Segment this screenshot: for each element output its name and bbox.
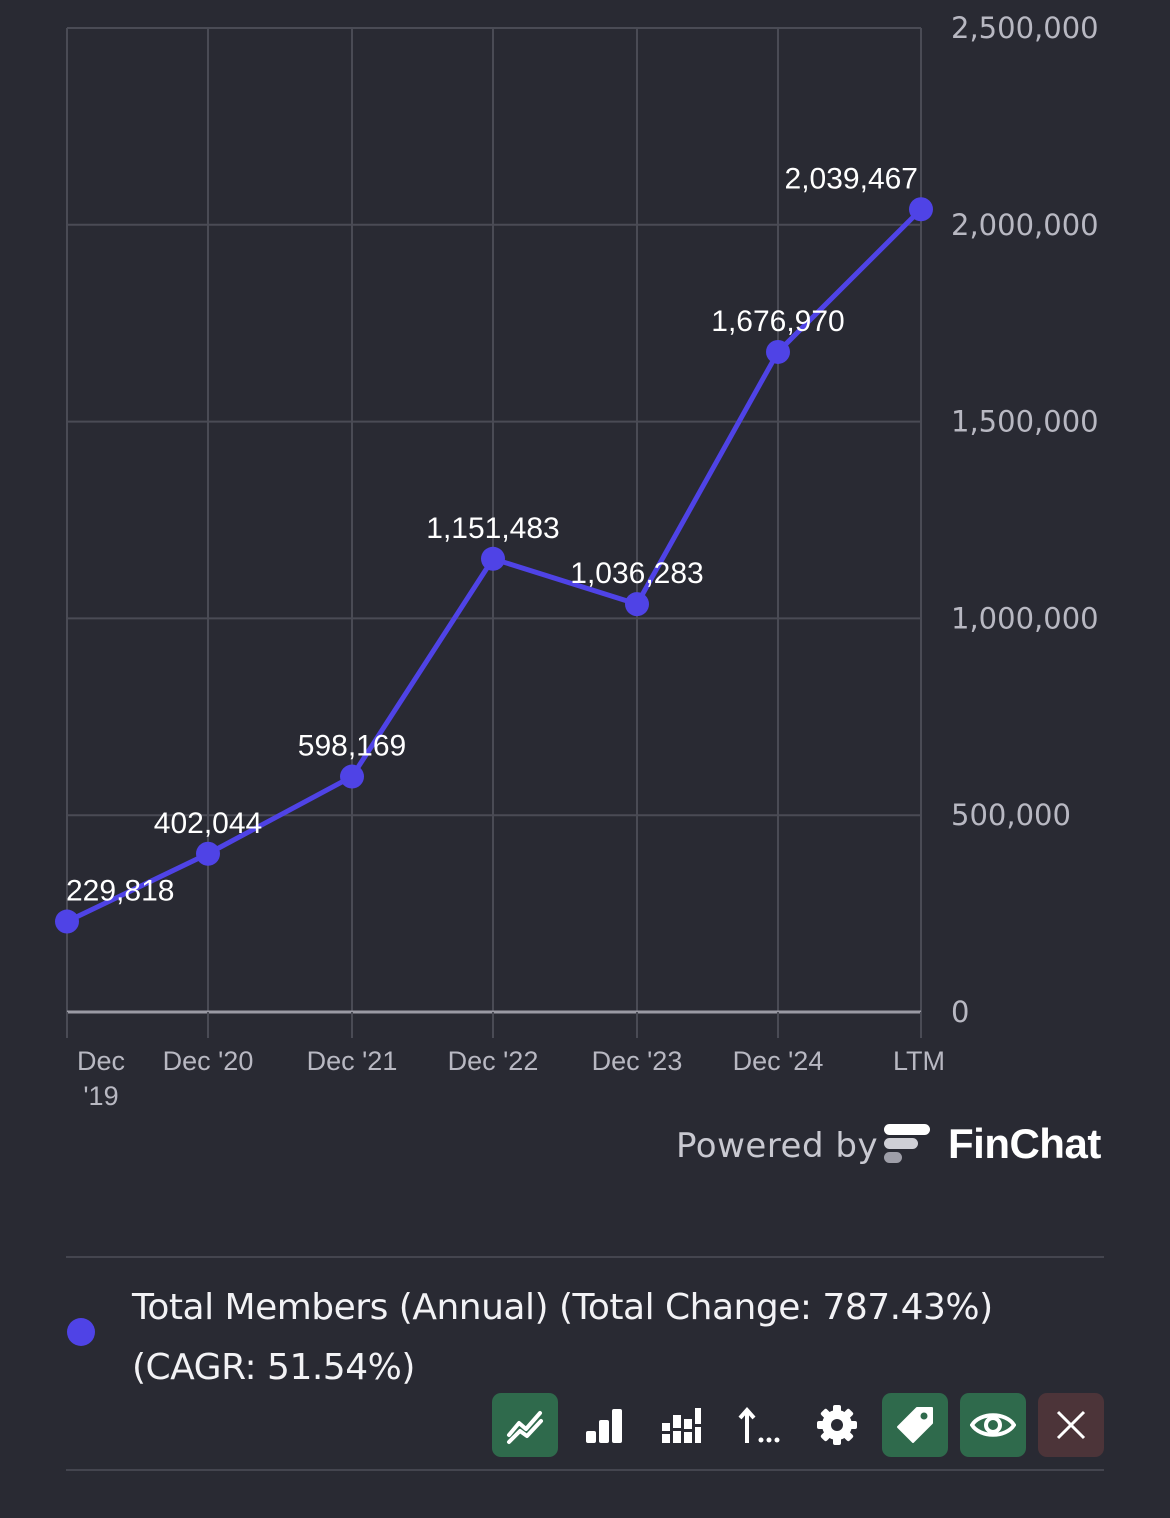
finchat-logo[interactable]: FinChat xyxy=(884,1120,1101,1168)
grouped-bar-chart-button[interactable] xyxy=(648,1393,714,1457)
powered-by-text: Powered by xyxy=(676,1126,879,1166)
line-chart-button[interactable] xyxy=(492,1393,558,1457)
finchat-brand-text: FinChat xyxy=(948,1120,1101,1167)
bar-chart-button[interactable] xyxy=(571,1393,637,1457)
eye-icon xyxy=(970,1413,1016,1437)
legend-series-dot xyxy=(67,1318,95,1346)
data-label: 402,044 xyxy=(154,807,262,840)
data-point xyxy=(909,197,933,222)
chart-grid xyxy=(66,27,922,1038)
finchat-logo-icon xyxy=(884,1124,930,1163)
data-label: 1,151,483 xyxy=(426,512,559,545)
y-tick-label: 0 xyxy=(951,995,969,1029)
data-point xyxy=(481,546,505,571)
data-label: 229,818 xyxy=(66,875,174,908)
y-tick-label: 2,000,000 xyxy=(951,208,1099,242)
labels-toggle-button[interactable] xyxy=(882,1393,948,1457)
data-label: 2,039,467 xyxy=(785,162,918,195)
remove-series-button[interactable] xyxy=(1038,1393,1104,1457)
data-point xyxy=(55,909,79,934)
y-tick-label: 1,500,000 xyxy=(951,405,1099,439)
legend-top-divider xyxy=(66,1256,1104,1258)
data-point xyxy=(340,764,364,789)
y-axis: 0 500,000 1,000,000 1,500,000 2,000,000 2,500… xyxy=(951,11,1099,1029)
legend-series-label: Total Members (Annual) (Total Change: 78… xyxy=(132,1287,993,1388)
data-label: 1,036,283 xyxy=(570,557,703,590)
x-axis: Dec '19 Dec '20 Dec '21 Dec '22 Dec '23 Dec '2… xyxy=(77,1046,945,1111)
x-tick-label: Dec '23 xyxy=(592,1046,683,1076)
data-label: 598,169 xyxy=(298,730,406,763)
settings-button[interactable] xyxy=(804,1393,870,1457)
data-labels: 229,818 402,044 598,169 1,151,483 1,036,283 1… xyxy=(66,162,918,907)
y-tick-label: 1,000,000 xyxy=(951,601,1099,635)
line-chart: 0 500,000 1,000,000 1,500,000 2,000,000 2,500… xyxy=(55,11,1099,1111)
gear-icon xyxy=(817,1405,857,1445)
x-tick-label: Dec '21 xyxy=(307,1046,398,1076)
legend-bottom-divider xyxy=(66,1469,1104,1471)
sort-icon xyxy=(738,1406,780,1443)
x-tick-label: Dec '24 xyxy=(733,1046,824,1076)
bar-chart-icon xyxy=(586,1409,622,1443)
x-tick-label: Dec '20 xyxy=(163,1046,254,1076)
series-total-members xyxy=(55,197,933,934)
line-chart-icon xyxy=(507,1411,543,1444)
x-tick-label: LTM xyxy=(893,1046,945,1076)
y-tick-label: 2,500,000 xyxy=(951,11,1099,45)
close-icon xyxy=(1056,1410,1086,1440)
x-tick-label: Dec '22 xyxy=(448,1046,539,1076)
data-label: 1,676,970 xyxy=(711,305,844,338)
grouped-bar-chart-icon xyxy=(662,1408,701,1443)
data-point xyxy=(196,841,220,866)
tag-icon xyxy=(897,1407,933,1443)
sort-button[interactable] xyxy=(726,1393,792,1457)
data-point xyxy=(766,339,790,364)
y-tick-label: 500,000 xyxy=(951,798,1071,832)
x-tick-label: '19 xyxy=(83,1081,118,1111)
x-tick-label: Dec xyxy=(77,1046,125,1076)
visibility-toggle-button[interactable] xyxy=(960,1393,1026,1457)
data-point xyxy=(625,592,649,617)
